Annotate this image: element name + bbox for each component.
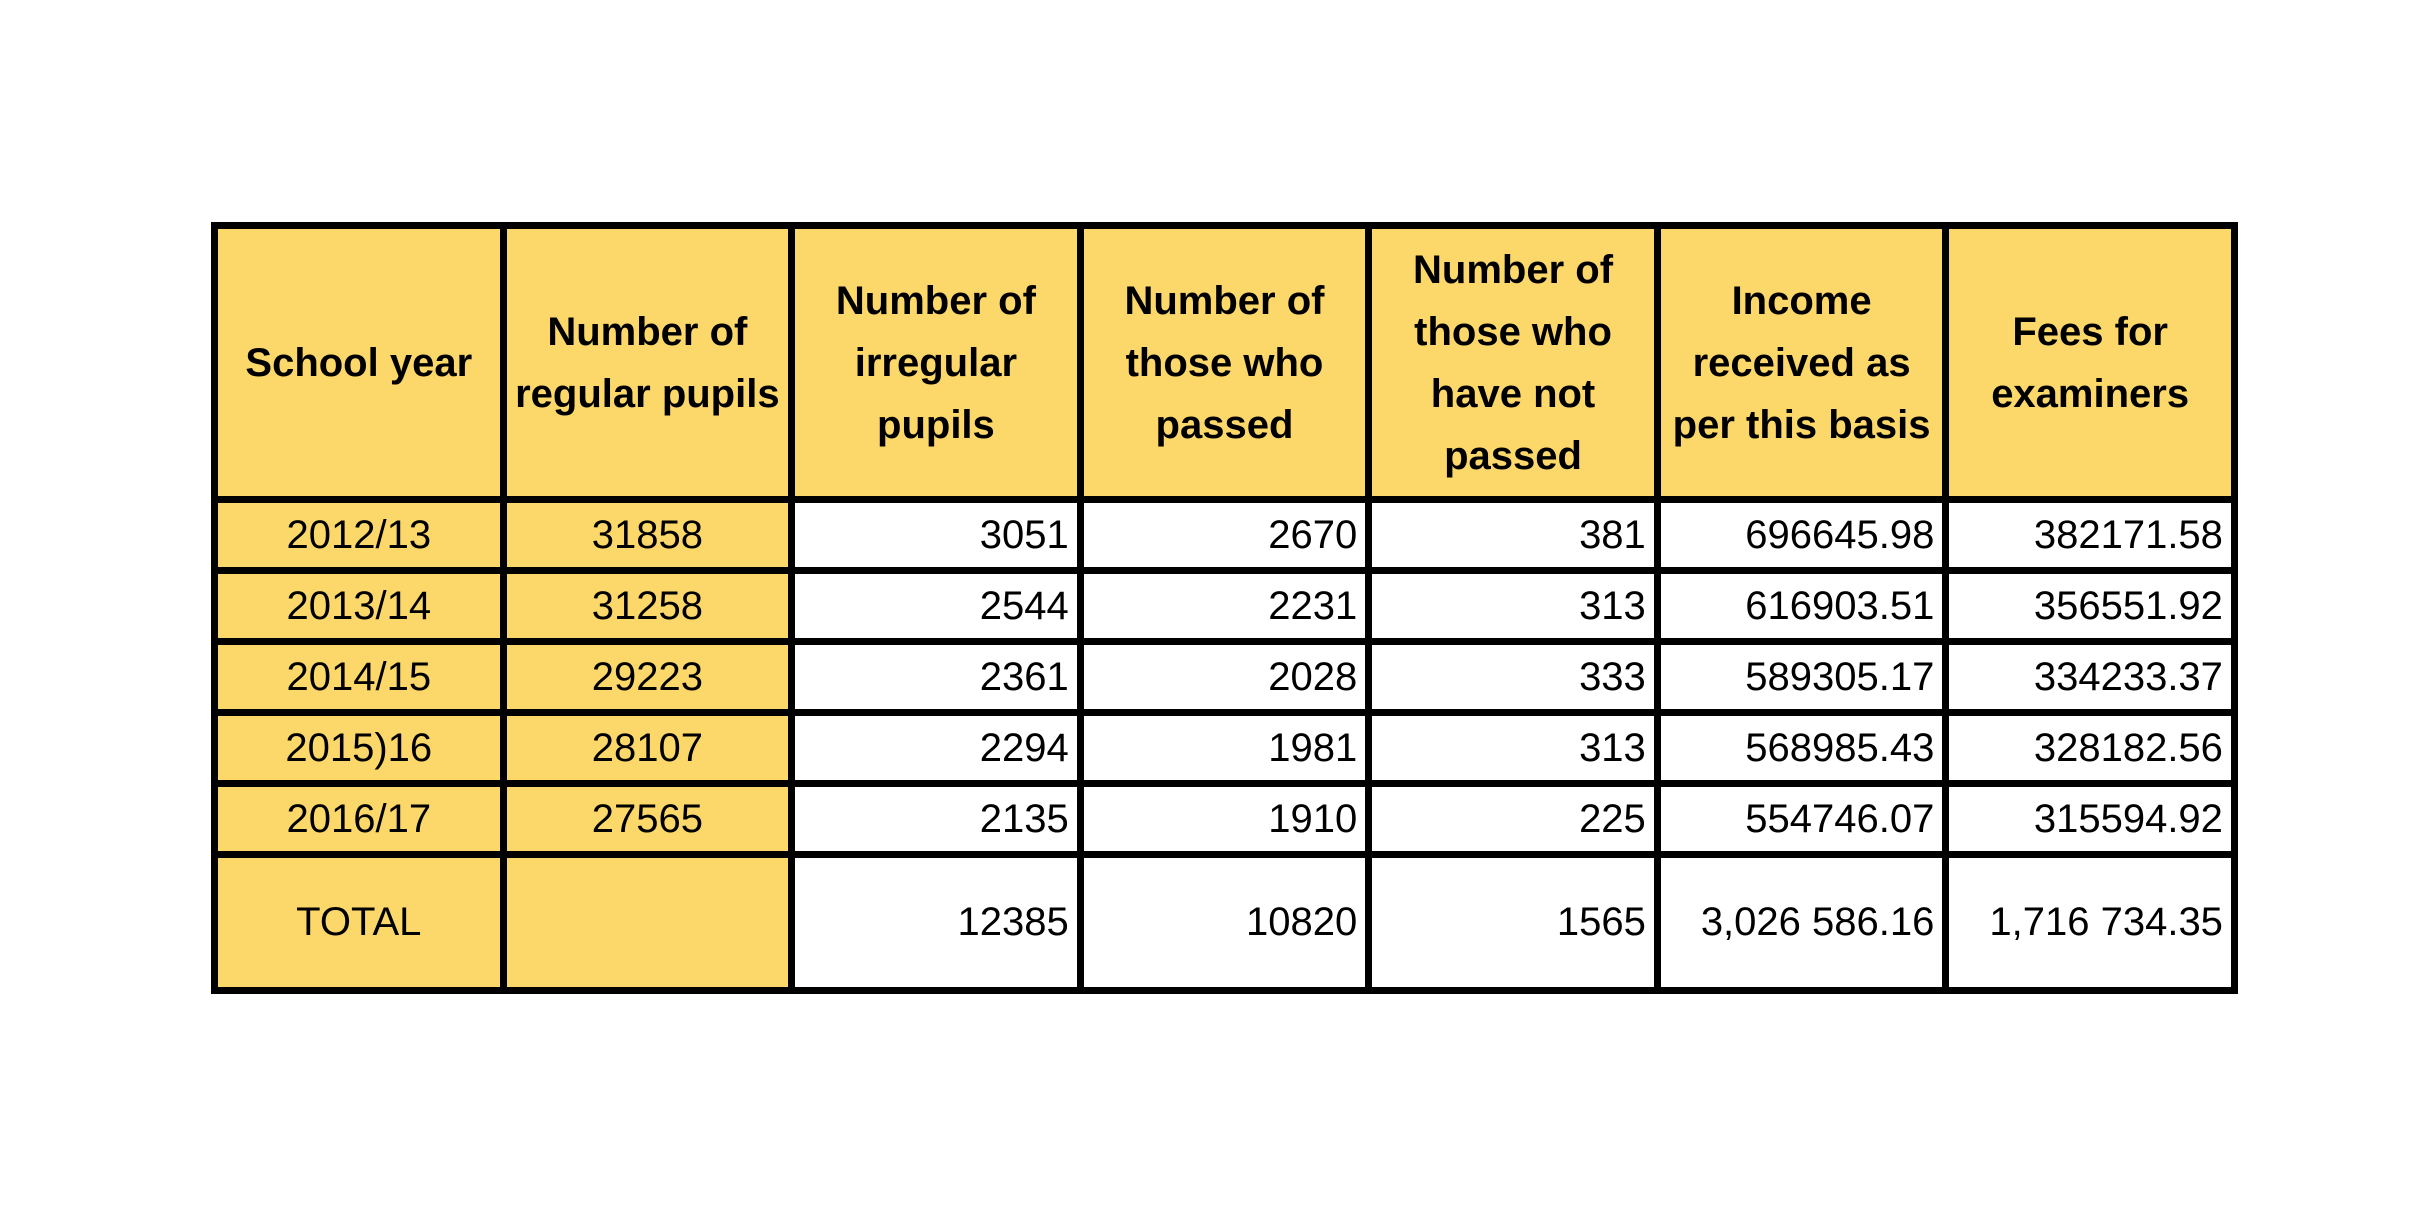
total-income: 3,026 586.16 [1653,851,1950,994]
total-irregular-pupils: 12385 [788,851,1084,994]
cell-income: 696645.98 [1653,496,1950,574]
cell-not-passed: 313 [1365,567,1661,645]
cell-irregular-pupils: 2294 [788,709,1084,787]
table-header: School year Number of regular pupils Num… [211,222,2238,503]
total-label: TOTAL [211,851,507,994]
column-header-examiner-fees: Fees for examiners [1942,222,2238,503]
total-row: TOTAL 12385 10820 1565 3,026 586.16 1,71… [211,851,2238,994]
cell-passed: 2231 [1076,567,1373,645]
column-header-school-year: School year [211,222,507,503]
cell-school-year: 2013/14 [211,567,507,645]
cell-not-passed: 225 [1365,780,1661,858]
column-header-passed: Number of those who passed [1076,222,1373,503]
cell-not-passed: 333 [1365,638,1661,716]
cell-examiner-fees: 356551.92 [1942,567,2238,645]
cell-income: 589305.17 [1653,638,1950,716]
cell-regular-pupils: 27565 [499,780,796,858]
cell-not-passed: 381 [1365,496,1661,574]
table-row: 2012/13 31858 3051 2670 381 696645.98 38… [211,496,2238,574]
column-header-income: Income received as per this basis [1653,222,1950,503]
cell-regular-pupils: 29223 [499,638,796,716]
cell-irregular-pupils: 3051 [788,496,1084,574]
table-row: 2015)16 28107 2294 1981 313 568985.43 32… [211,709,2238,787]
cell-school-year: 2015)16 [211,709,507,787]
data-table-container: School year Number of regular pupils Num… [211,222,2238,994]
cell-passed: 1910 [1076,780,1373,858]
cell-regular-pupils: 28107 [499,709,796,787]
cell-irregular-pupils: 2361 [788,638,1084,716]
cell-income: 554746.07 [1653,780,1950,858]
cell-regular-pupils: 31258 [499,567,796,645]
cell-irregular-pupils: 2135 [788,780,1084,858]
column-header-regular-pupils: Number of regular pupils [499,222,796,503]
total-examiner-fees: 1,716 734.35 [1942,851,2238,994]
total-passed: 10820 [1076,851,1373,994]
cell-passed: 2670 [1076,496,1373,574]
cell-examiner-fees: 315594.92 [1942,780,2238,858]
cell-examiner-fees: 328182.56 [1942,709,2238,787]
header-row: School year Number of regular pupils Num… [211,222,2238,503]
cell-school-year: 2012/13 [211,496,507,574]
table-row: 2016/17 27565 2135 1910 225 554746.07 31… [211,780,2238,858]
cell-income: 568985.43 [1653,709,1950,787]
cell-not-passed: 313 [1365,709,1661,787]
column-header-irregular-pupils: Number of irregular pupils [788,222,1084,503]
cell-irregular-pupils: 2544 [788,567,1084,645]
column-header-not-passed: Number of those who have not passed [1365,222,1661,503]
cell-school-year: 2016/17 [211,780,507,858]
cell-regular-pupils: 31858 [499,496,796,574]
cell-school-year: 2014/15 [211,638,507,716]
cell-examiner-fees: 334233.37 [1942,638,2238,716]
cell-examiner-fees: 382171.58 [1942,496,2238,574]
table-row: 2014/15 29223 2361 2028 333 589305.17 33… [211,638,2238,716]
table-body: 2012/13 31858 3051 2670 381 696645.98 38… [211,496,2238,994]
total-regular-pupils [499,851,796,994]
cell-passed: 1981 [1076,709,1373,787]
cell-income: 616903.51 [1653,567,1950,645]
table-row: 2013/14 31258 2544 2231 313 616903.51 35… [211,567,2238,645]
cell-passed: 2028 [1076,638,1373,716]
total-not-passed: 1565 [1365,851,1661,994]
data-table: School year Number of regular pupils Num… [211,222,2238,994]
